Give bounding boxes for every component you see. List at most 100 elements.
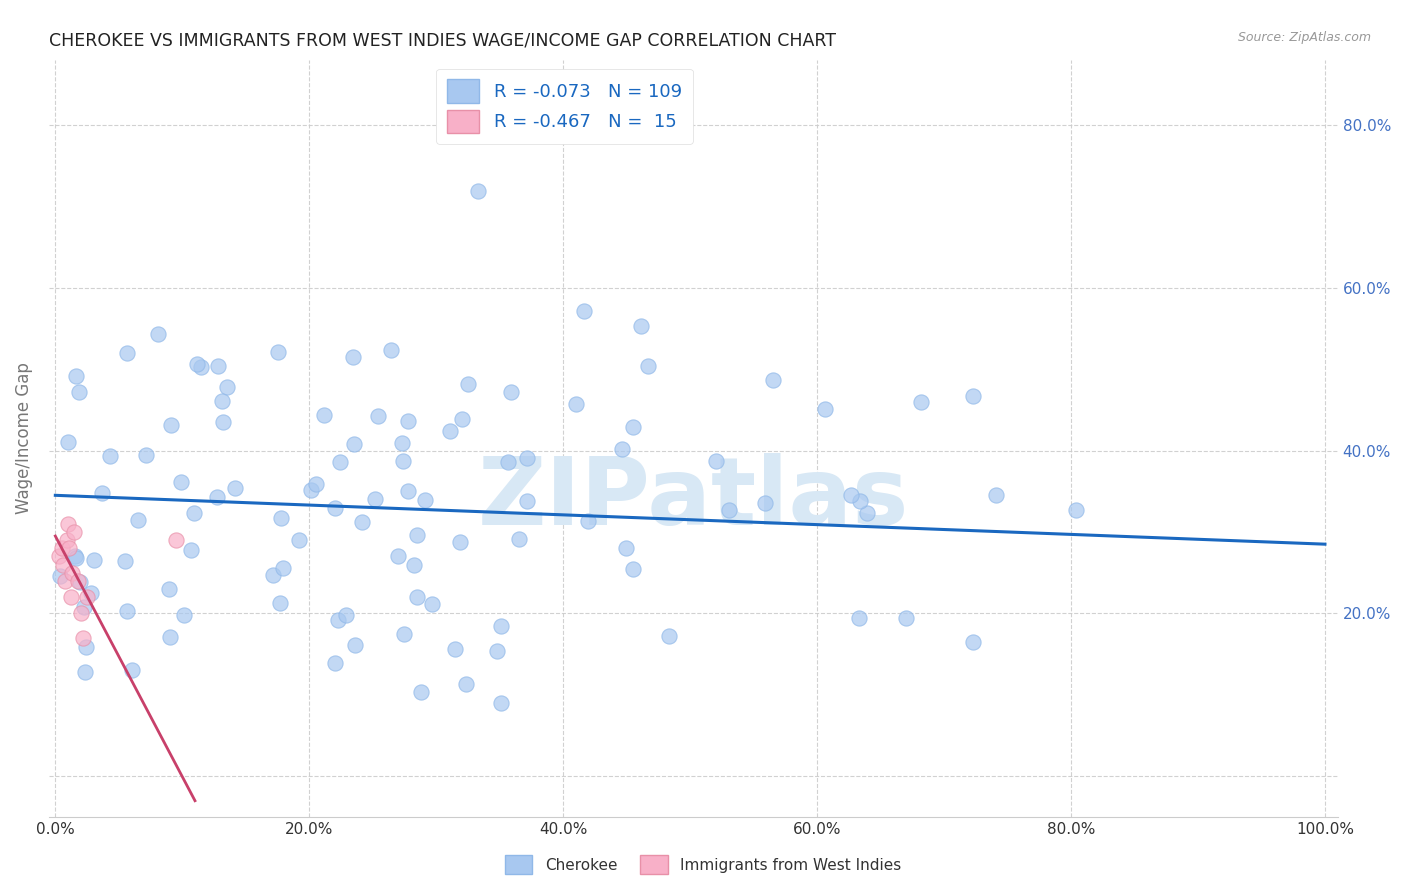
- Point: [159, 417, 181, 432]
- Point: [205, 491, 228, 505]
- Point: [159, 630, 181, 644]
- Point: [717, 503, 740, 517]
- Point: [396, 483, 419, 498]
- Point: [984, 488, 1007, 502]
- Point: [65, 551, 87, 566]
- Point: [856, 506, 879, 520]
- Point: [610, 442, 633, 456]
- Point: [48, 549, 70, 564]
- Point: [63, 549, 86, 563]
- Point: [215, 380, 238, 394]
- Point: [565, 397, 588, 411]
- Point: [456, 677, 478, 691]
- Point: [69, 574, 91, 589]
- Point: [169, 475, 191, 490]
- Point: [704, 454, 727, 468]
- Point: [391, 436, 413, 450]
- Point: [60, 566, 83, 580]
- Point: [115, 604, 138, 618]
- Point: [391, 453, 413, 467]
- Point: [387, 549, 409, 563]
- Point: [508, 532, 530, 546]
- Point: [439, 425, 461, 439]
- Point: [422, 597, 444, 611]
- Point: [343, 437, 366, 451]
- Point: [572, 303, 595, 318]
- Point: [489, 619, 512, 633]
- Point: [849, 493, 872, 508]
- Point: [48, 568, 70, 582]
- Point: [58, 541, 80, 556]
- Point: [146, 326, 169, 341]
- Point: [114, 554, 136, 568]
- Point: [211, 394, 233, 409]
- Point: [267, 345, 290, 359]
- Point: [344, 638, 367, 652]
- Point: [467, 184, 489, 198]
- Point: [212, 415, 235, 429]
- Point: [409, 685, 432, 699]
- Point: [578, 515, 600, 529]
- Point: [69, 607, 91, 621]
- Point: [180, 542, 202, 557]
- Point: [364, 491, 387, 506]
- Point: [288, 533, 311, 548]
- Point: [51, 541, 73, 556]
- Point: [621, 419, 644, 434]
- Point: [83, 553, 105, 567]
- Point: [262, 568, 284, 582]
- Point: [621, 562, 644, 576]
- Point: [630, 319, 652, 334]
- Point: [326, 613, 349, 627]
- Point: [80, 585, 103, 599]
- Point: [65, 369, 87, 384]
- Text: ZIPatlas: ZIPatlas: [478, 453, 910, 545]
- Point: [754, 496, 776, 510]
- Point: [392, 627, 415, 641]
- Point: [121, 663, 143, 677]
- Point: [402, 558, 425, 572]
- Point: [323, 501, 346, 516]
- Text: Source: ZipAtlas.com: Source: ZipAtlas.com: [1237, 31, 1371, 45]
- Point: [76, 590, 98, 604]
- Point: [352, 515, 374, 529]
- Point: [183, 506, 205, 520]
- Point: [127, 513, 149, 527]
- Point: [73, 665, 96, 680]
- Point: [75, 640, 97, 655]
- Point: [269, 596, 291, 610]
- Point: [443, 641, 465, 656]
- Point: [67, 384, 90, 399]
- Point: [962, 389, 984, 403]
- Point: [335, 608, 357, 623]
- Point: [501, 385, 523, 400]
- Point: [516, 450, 538, 465]
- Point: [405, 590, 427, 604]
- Point: [910, 395, 932, 409]
- Point: [367, 409, 389, 423]
- Point: [207, 359, 229, 374]
- Point: [894, 611, 917, 625]
- Point: [451, 412, 474, 426]
- Point: [814, 401, 837, 416]
- Point: [848, 611, 870, 625]
- Point: [56, 435, 79, 450]
- Point: [312, 408, 335, 422]
- Point: [67, 574, 90, 588]
- Point: [342, 350, 364, 364]
- Point: [962, 635, 984, 649]
- Point: [63, 524, 86, 539]
- Point: [56, 516, 79, 531]
- Point: [491, 696, 513, 710]
- Point: [449, 534, 471, 549]
- Legend: R = -0.073   N = 109, R = -0.467   N =  15: R = -0.073 N = 109, R = -0.467 N = 15: [436, 69, 693, 144]
- Point: [190, 360, 212, 375]
- Point: [55, 533, 77, 547]
- Point: [496, 454, 519, 468]
- Point: [270, 511, 292, 525]
- Point: [90, 486, 112, 500]
- Point: [273, 560, 295, 574]
- Point: [135, 448, 157, 462]
- Point: [415, 492, 437, 507]
- Point: [839, 488, 862, 502]
